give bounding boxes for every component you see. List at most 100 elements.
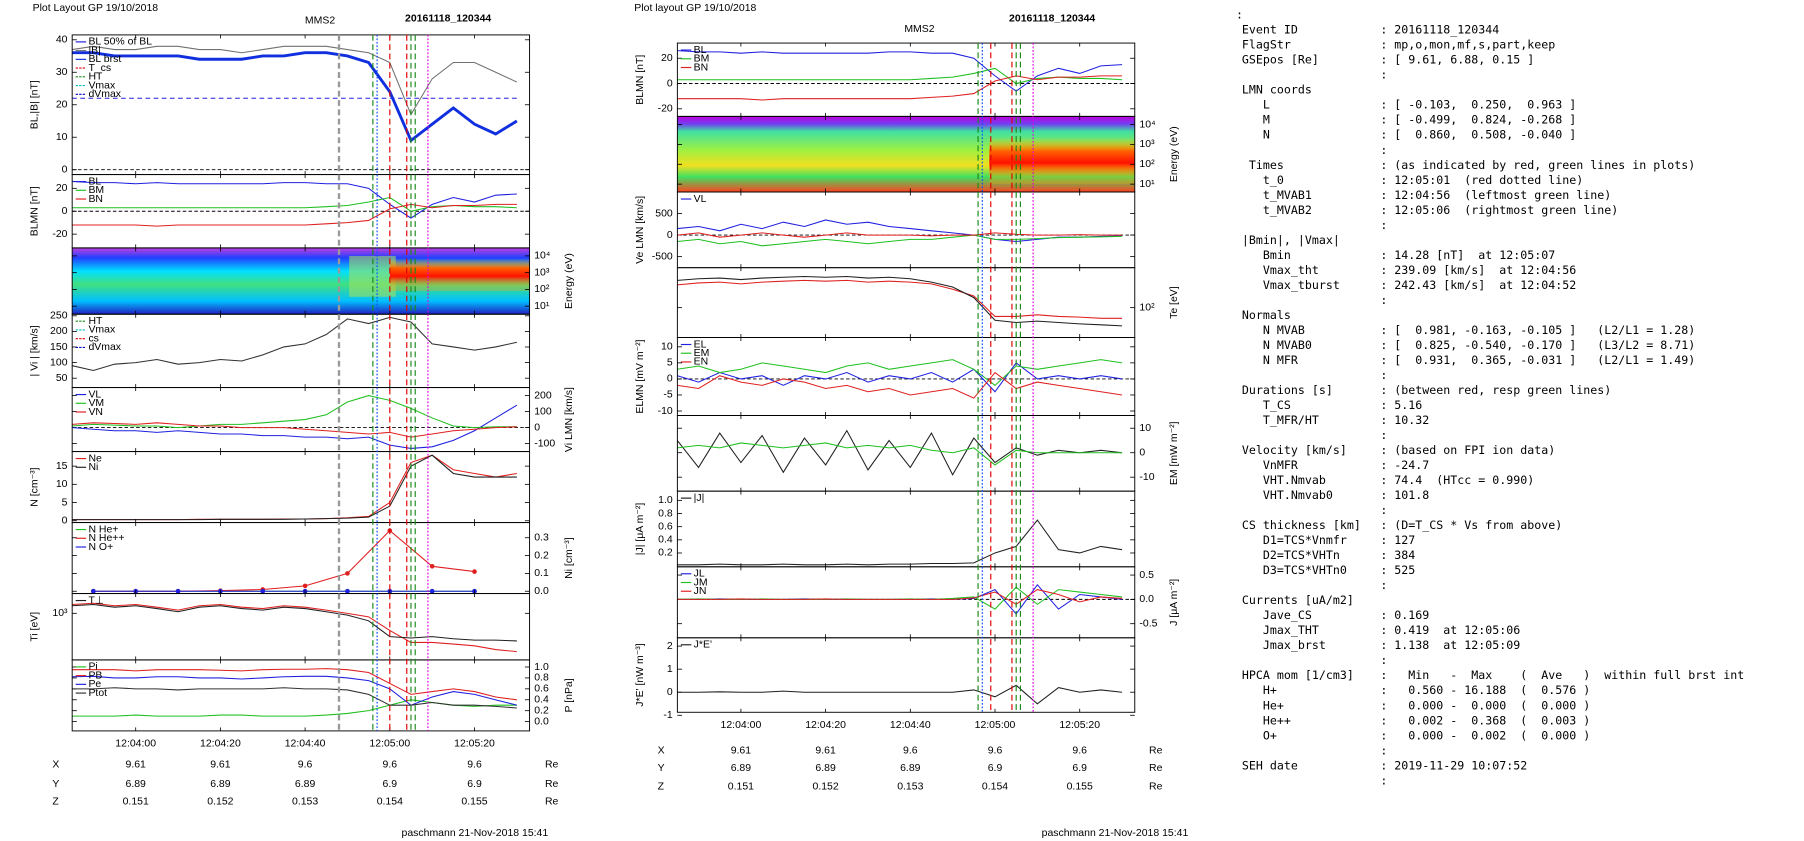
series-line [677,67,1123,85]
separator: : [1380,713,1387,727]
spectrogram-ions [72,247,530,315]
summary-value: 127 [1394,533,1415,547]
y-tick-label: 10³ [1139,139,1155,150]
y-tick-label: 10 [1139,423,1151,434]
position-label: Y [658,763,665,774]
summary-value: 0.002 - 0.368 ( 0.003 ) [1394,713,1590,727]
series-line [677,362,1123,393]
y-tick-label: 0.0 [534,586,549,597]
y-tick-label: 0 [62,164,68,175]
series-line [677,234,1123,247]
legend-entry: |J| [694,493,705,504]
y-tick-label: 40 [56,35,68,46]
summary-value: (based on FPI ion data) [1394,443,1555,457]
summary-value: 2019-11-29 10:07:52 [1394,758,1527,772]
data-point [345,571,350,576]
summary-value: 0.000 - 0.000 ( 0.000 ) [1394,698,1590,712]
summary-key: t_0 [1242,173,1284,187]
y-tick-label: 10⁴ [1139,119,1155,130]
y-tick-label: 30 [56,67,68,78]
y-axis-label: BL,|B| [nT] [30,80,41,129]
separator: : [1380,668,1387,682]
position-value: 0.154 [982,782,1008,793]
separator: : [1380,248,1387,262]
summary-value: 0.169 [1394,608,1429,622]
separator: : [1380,533,1387,547]
summary-value: [ 0.981, -0.163, -0.105 ] (L2/L1 = 1.28) [1394,323,1695,337]
series-line [72,180,517,219]
y-tick-label: 0.4 [534,695,549,706]
separator: : [1380,293,1387,307]
y-tick-label: 5 [62,497,68,508]
x-tick-label: 12:05:00 [369,738,410,749]
summary-value: [ 9.61, 6.88, 0.15 ] [1394,53,1534,67]
y-tick-label: -100 [534,438,555,449]
y-tick-label: 150 [50,342,68,353]
position-value: 9.6 [298,759,313,770]
legend-entry: Vmax [88,325,116,336]
separator: : [1380,563,1387,577]
y-tick-label: 5 [667,358,673,369]
y-tick-label: -10 [658,406,673,417]
summary-key: He+ [1242,698,1284,712]
separator: : [1380,743,1387,757]
position-value: 9.6 [467,759,482,770]
data-point [175,588,181,594]
data-point [91,588,96,594]
y-tick-label: 0.8 [534,673,549,684]
panel-frame [71,313,531,389]
legend-entry: Pe [88,679,101,690]
summary-key: M [1242,113,1270,127]
legend-entry: T⊥ [88,595,104,606]
legend-entry: BL [694,45,707,56]
separator: : [1380,188,1387,202]
legend-entry: JN [694,586,707,597]
legend-entry: BL [88,176,101,187]
summary-key: D3=TCS*VHTn0 [1242,563,1347,577]
y-tick-label: 100 [534,406,552,417]
separator: : [1380,68,1387,82]
summary-key: VHT.Nmvab0 [1242,488,1333,502]
series-line [677,589,1123,605]
legend-entry: dVmax [88,342,121,353]
summary-value: 12:05:06 (rightmost green line) [1394,203,1618,217]
panel-frame [676,415,1136,492]
summary-key: Times [1242,158,1284,172]
separator: : [1380,698,1387,712]
legend-entry: BL brst [88,54,121,65]
position-label: X [658,745,665,756]
summary-value: [ -0.499, 0.824, -0.268 ] [1394,113,1576,127]
legend-entry: JM [694,577,708,588]
y-tick-label: 10² [534,284,550,295]
y-tick-label: 1.0 [658,495,673,506]
y-axis-label: Ve LMN [km/s] [635,196,646,264]
summary-key: N MVAB [1242,323,1305,337]
separator: : [1380,143,1387,157]
y-axis-label: Energy (eV) [1169,126,1180,182]
summary-value: 20161118_120344 [1394,23,1499,37]
separator: : [1380,398,1387,412]
position-value: 0.154 [377,797,403,808]
separator: : [1380,383,1387,397]
position-value: 0.152 [813,782,839,793]
y-axis-label: Te [eV] [1169,286,1180,319]
x-tick-label: 12:04:20 [805,720,846,731]
summary-key: He++ [1242,713,1291,727]
summary-key: Currents [uA/m2] [1242,593,1354,607]
series-line [677,50,1123,92]
summary-key: D1=TCS*Vnmfr [1242,533,1347,547]
plot-title: MMS2 [305,16,335,27]
separator: : [1380,608,1387,622]
y-tick-label: -500 [652,251,673,262]
separator: : [1380,263,1387,277]
separator: : [1380,23,1387,37]
legend-entry: EL [694,339,707,350]
x-tick-label: 12:04:40 [285,738,326,749]
separator: : [1380,113,1387,127]
position-value: 9.61 [210,759,231,770]
separator: : [1380,413,1387,427]
separator: : [1380,53,1387,67]
series-line [72,203,517,227]
position-unit: Re [1149,782,1163,793]
summary-key: Normals [1242,308,1291,322]
